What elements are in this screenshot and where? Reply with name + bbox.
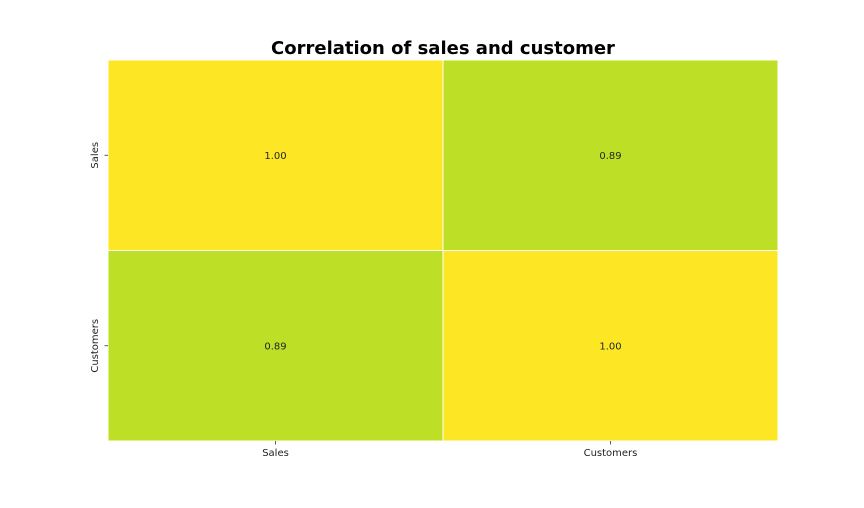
heatmap-cell-0-0 [107,59,444,251]
x-tick-label: Customers [584,448,638,459]
chart-title: Correlation of sales and customer [271,38,615,59]
heatmap-cell-1-0 [107,250,444,442]
y-tick-label: Sales [90,142,101,169]
heatmap-value-labels: 1.00 0.89 0.89 1.00 [264,151,621,353]
cell-value-label: 1.00 [599,341,621,352]
y-tick-label: Customers [90,319,101,373]
heatmap-cell-1-1 [442,250,779,442]
x-tick-label: Sales [262,448,289,459]
heatmap-cells [107,59,779,442]
heatmap-cell-0-1 [442,59,779,251]
x-axis: Sales Customers [262,441,637,459]
cell-value-label: 0.89 [599,151,621,162]
y-axis: Sales Customers [90,142,108,373]
cell-value-label: 0.89 [264,341,286,352]
cell-value-label: 1.00 [264,151,286,162]
